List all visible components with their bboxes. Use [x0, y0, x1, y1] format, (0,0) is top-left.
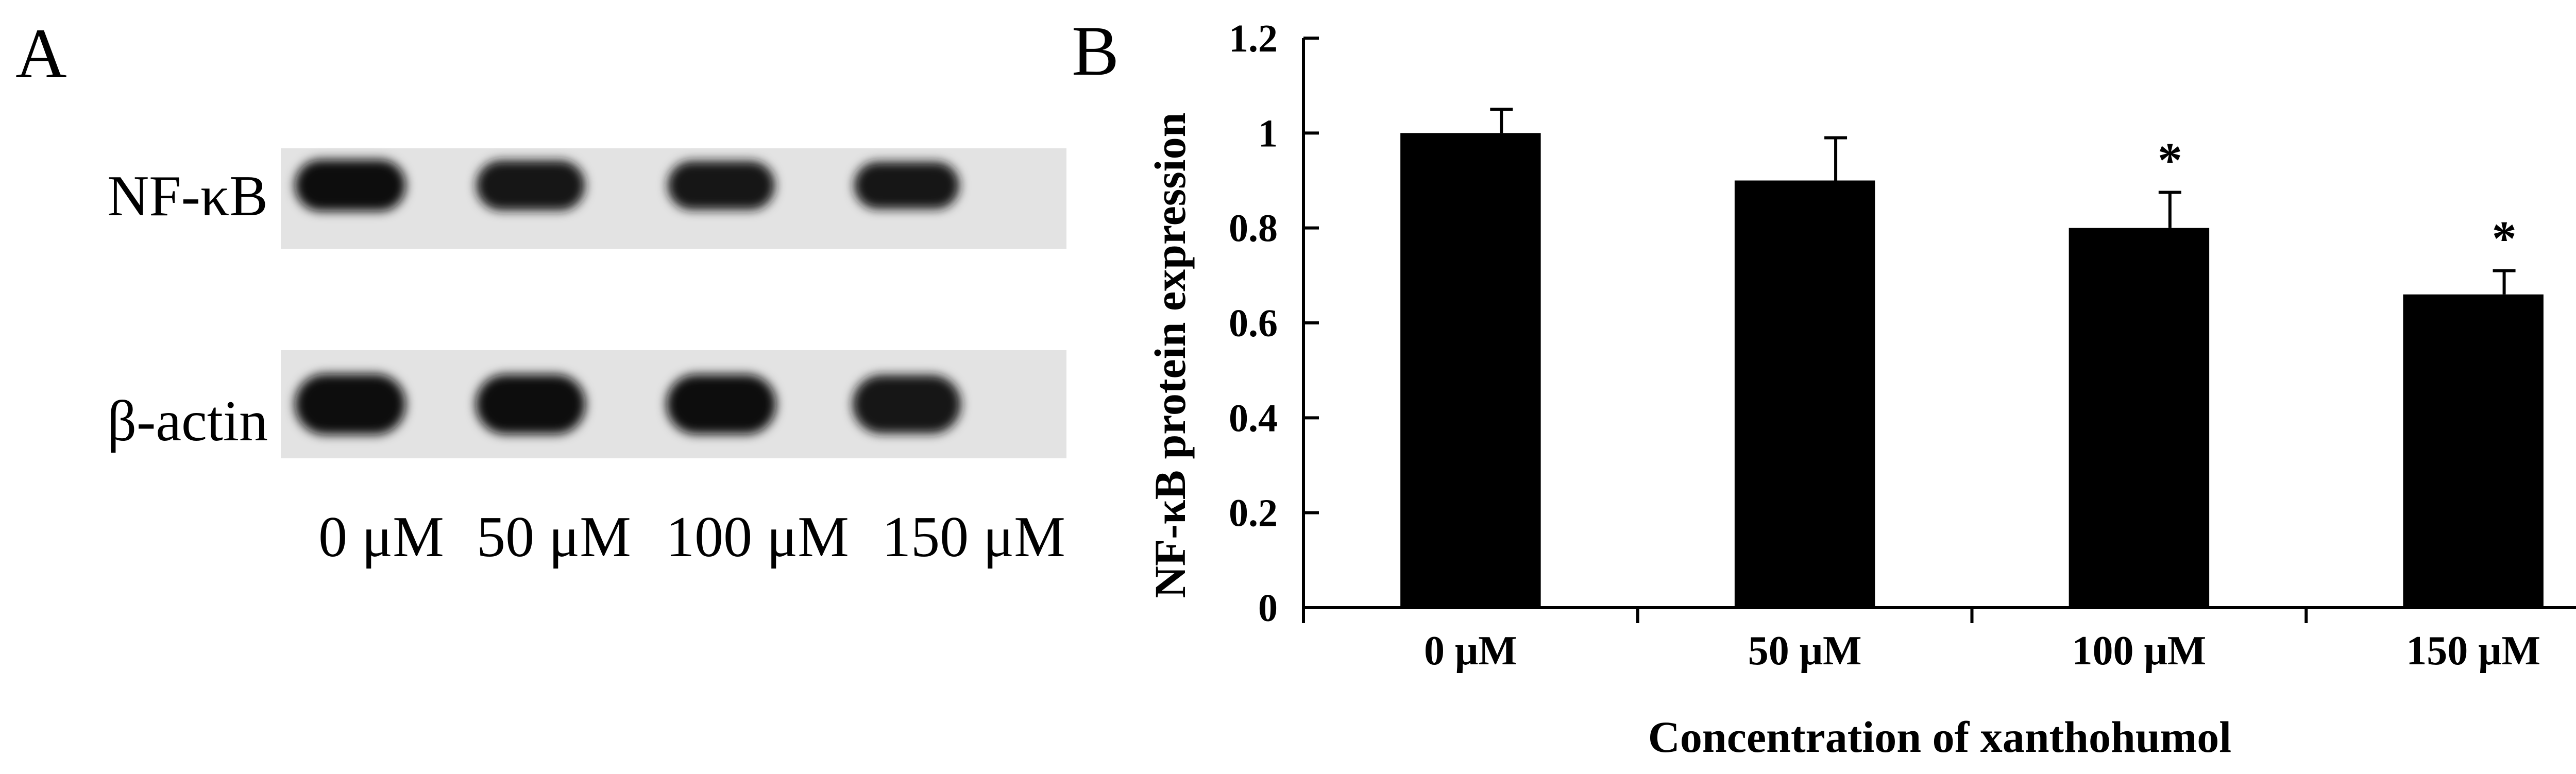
- y-tick-label: 1.2: [1229, 17, 1278, 60]
- lane-label: 0 μM: [318, 505, 444, 569]
- y-tick-label: 1: [1258, 112, 1278, 155]
- x-tick-label: 0 μM: [1424, 628, 1517, 674]
- bands-nfkb: [295, 160, 960, 211]
- lane-label: 100 μM: [666, 505, 849, 569]
- x-tick-label: 100 μM: [2072, 628, 2206, 674]
- bar: [1734, 180, 1875, 608]
- lane-label: 150 μM: [882, 505, 1065, 569]
- y-tick-label: 0.8: [1229, 207, 1278, 250]
- blot-band: [295, 374, 406, 435]
- y-tick-label: 0.4: [1229, 397, 1278, 440]
- y-tick-label: 0.6: [1229, 302, 1278, 345]
- y-axis-title: NF-κB protein expression: [1145, 113, 1195, 598]
- significance-marker: *: [2492, 211, 2517, 266]
- panel-a-label: A: [15, 14, 67, 93]
- bands-actin: [295, 374, 961, 435]
- bar-chart-panel: B NF-κB protein expression Concentration…: [1072, 11, 2576, 762]
- bar: [2069, 228, 2210, 608]
- blot-band: [476, 160, 585, 211]
- blot-band: [667, 161, 775, 210]
- blot-band: [854, 162, 960, 209]
- x-axis-title: Concentration of xanthohumol: [1648, 712, 2231, 762]
- bar: [2403, 294, 2544, 608]
- blot-band: [476, 374, 586, 435]
- y-tick-label: 0: [1258, 587, 1278, 630]
- lane-label: 50 μM: [477, 505, 631, 569]
- blot-band: [852, 375, 961, 434]
- panel-b-label: B: [1072, 11, 1119, 90]
- x-tick-label: 150 μM: [2406, 628, 2540, 674]
- y-tick-label: 0.2: [1229, 492, 1278, 535]
- bar: [1400, 133, 1541, 608]
- blot-band: [666, 374, 776, 435]
- plot-area: 0 0.2 0.4 0.6 0.8 1 1.2 0 μM 50 μM * 100 μM * 150 μM: [1229, 17, 2576, 674]
- blot-label-nfkb: NF-κB: [107, 164, 268, 228]
- significance-marker: *: [2158, 133, 2182, 188]
- blot-band: [295, 160, 406, 211]
- blot-label-actin: β-actin: [107, 389, 268, 453]
- western-blot-panel: A NF-κB β-actin 0 μM 50 μM 100 μM 150 μM: [15, 14, 1066, 569]
- x-tick-label: 50 μM: [1748, 628, 1862, 674]
